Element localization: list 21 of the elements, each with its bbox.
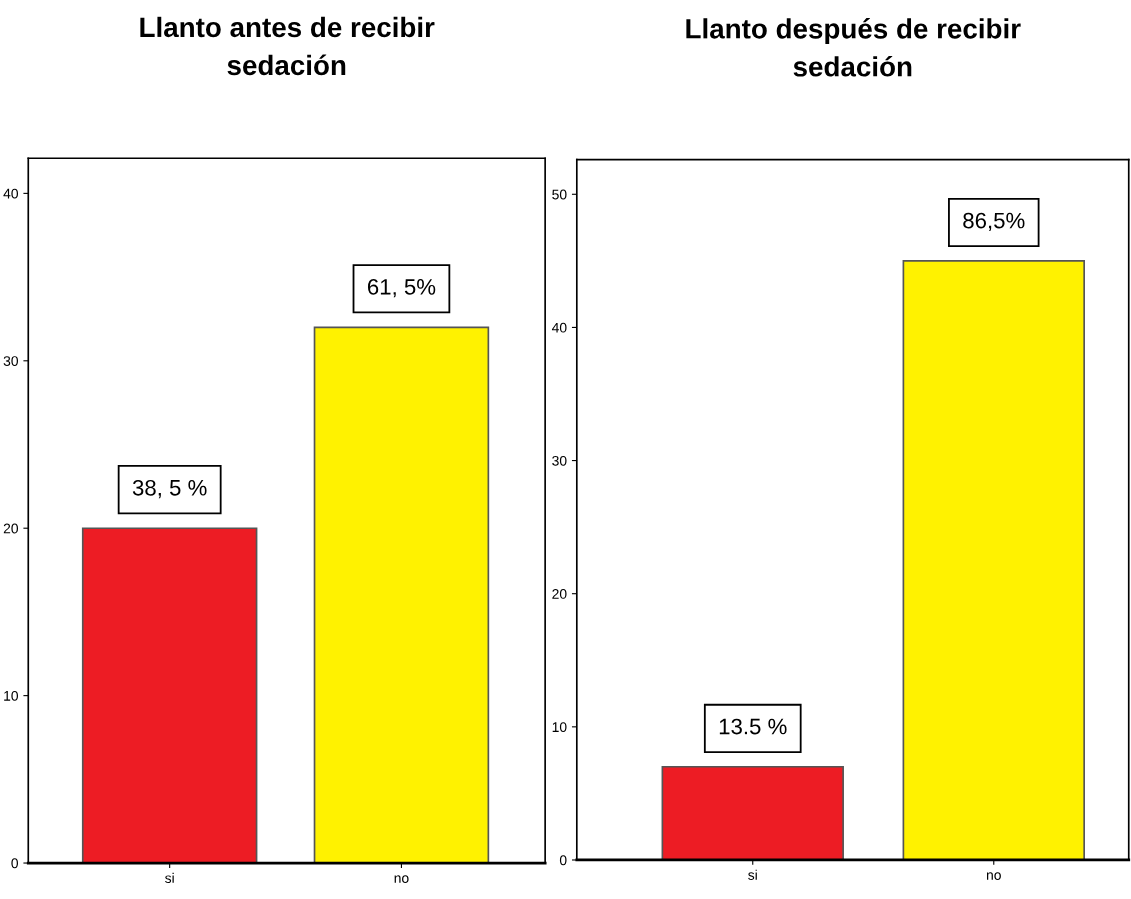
x-tick-label: si — [165, 872, 174, 883]
y-tick-label: 40 — [3, 188, 19, 199]
y-tick-label: 40 — [551, 322, 567, 333]
y-tick-label: 10 — [552, 722, 567, 733]
annotation: 38, 5 % — [132, 479, 207, 499]
y-tick-label: 30 — [552, 455, 567, 466]
annotation: 13.5 % — [719, 718, 787, 735]
y-tick-label: 50 — [552, 189, 567, 200]
y-tick-label: 30 — [3, 356, 19, 366]
annotation: 86,5% — [963, 212, 1025, 232]
x-tick-label: no — [986, 872, 1001, 880]
chart-title: Llanto después de recibir sedación — [686, 17, 1021, 77]
y-tick-label: 0 — [559, 855, 567, 866]
y-tick-label: 20 — [3, 523, 19, 534]
y-tick-label: 0 — [11, 858, 19, 869]
chart-title: Llanto antes de recibir sedación — [140, 16, 435, 76]
annotation: 61, 5% — [367, 278, 436, 298]
x-tick-label: no — [394, 875, 409, 883]
y-tick-label: 20 — [552, 589, 567, 599]
y-tick-label: 10 — [4, 690, 19, 701]
x-tick-label: si — [748, 869, 757, 880]
